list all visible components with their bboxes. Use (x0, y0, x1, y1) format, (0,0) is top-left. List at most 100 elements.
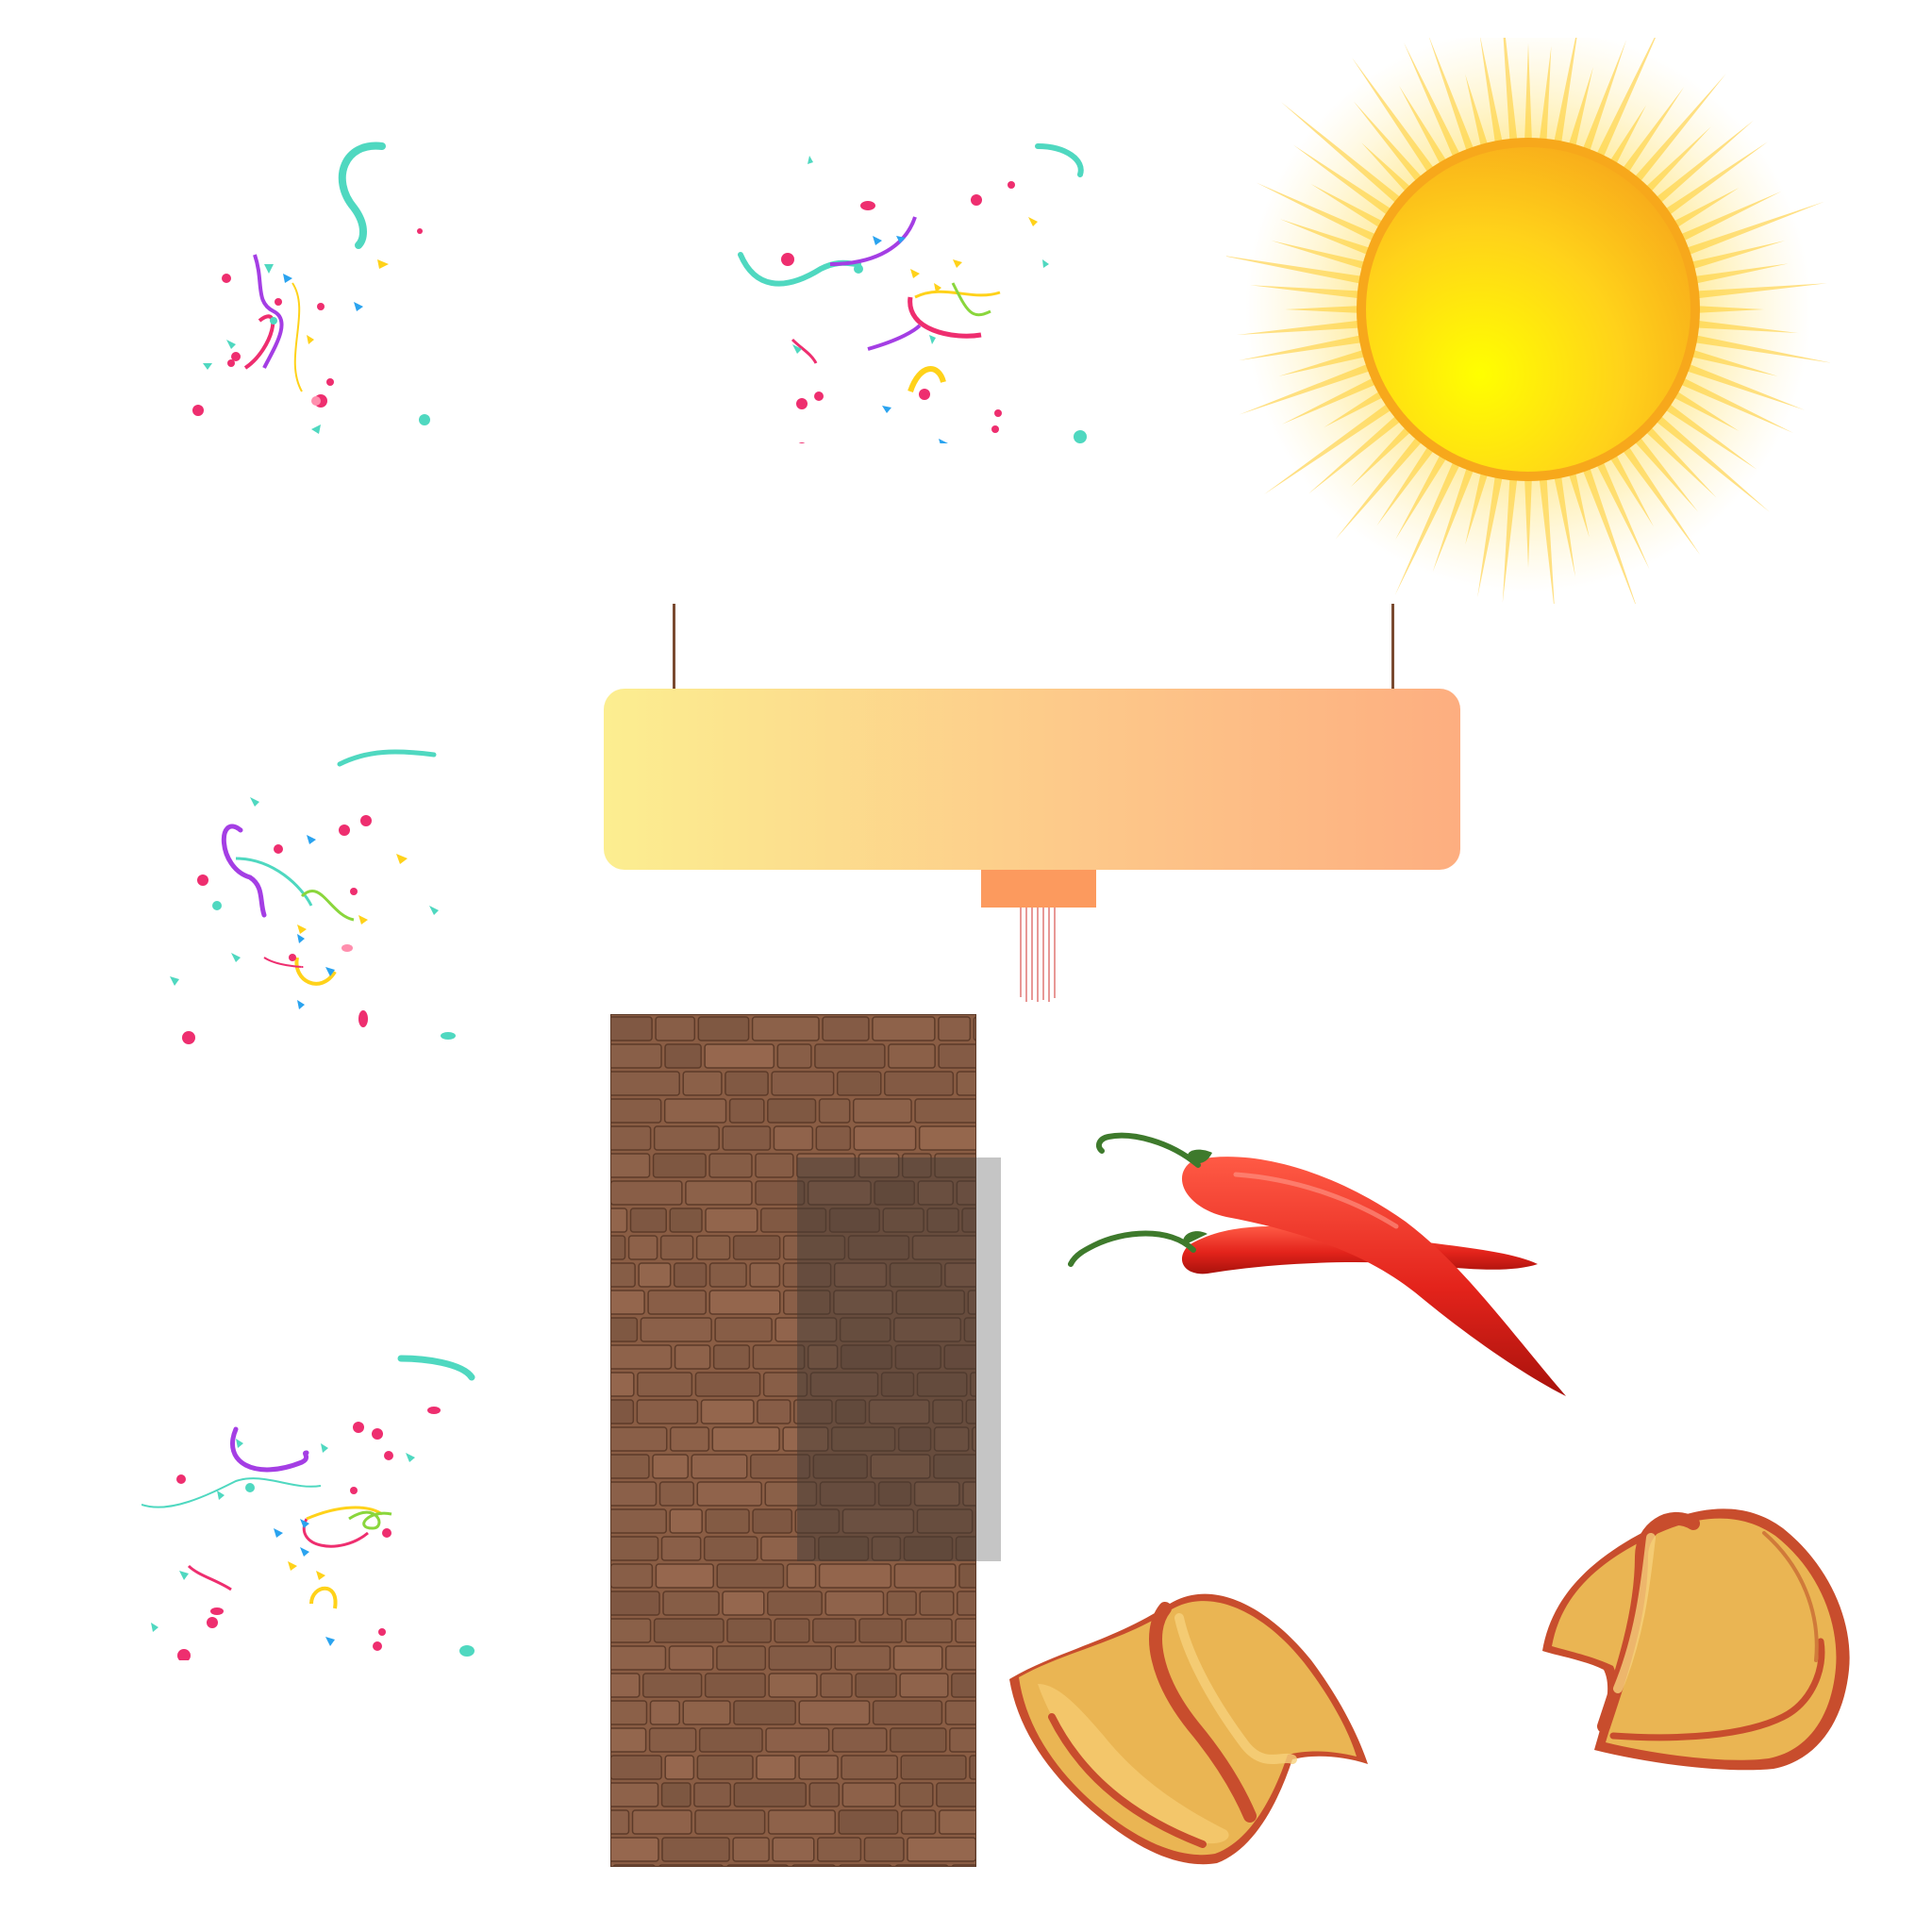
wall-stone (669, 1208, 703, 1233)
wall-stone (695, 1235, 731, 1260)
wall-stone (853, 1125, 917, 1151)
wall-stone (638, 1262, 672, 1288)
wall-stone (673, 1262, 708, 1288)
wall-stone (608, 1071, 680, 1096)
wall-stone (593, 1290, 645, 1315)
wall-stone (889, 1262, 942, 1288)
wall-stone (938, 1016, 972, 1041)
wall-stone (600, 1125, 652, 1151)
wall-stone (705, 1508, 750, 1534)
confetti-burst-3 (160, 736, 481, 1057)
wall-stone (841, 1755, 899, 1780)
wall-stone (897, 1426, 932, 1452)
wall-stone (591, 1782, 659, 1807)
wall-stone (759, 1208, 827, 1233)
wall-stone (830, 1426, 896, 1452)
wall-stone (932, 1399, 964, 1424)
wall-stone (660, 1782, 691, 1807)
wall-stone (894, 1344, 941, 1370)
wall-stone (755, 1153, 794, 1178)
sign-board (604, 689, 1460, 870)
wall-stone (698, 1727, 763, 1753)
wall-stone (649, 1700, 680, 1725)
wall-stone (751, 1016, 820, 1041)
wall-stone (658, 1481, 694, 1507)
wall-stone (918, 1125, 991, 1151)
wall-stone (892, 1645, 943, 1671)
wall-stone (764, 1481, 818, 1507)
wall-stone (905, 1618, 953, 1643)
wall-stone (893, 1563, 957, 1589)
wall-stone (588, 1208, 628, 1233)
wall-stone (694, 1809, 766, 1835)
wall-stone (658, 1864, 724, 1890)
wall-stone (774, 1317, 838, 1342)
wall-stone (812, 1454, 868, 1479)
wall-stone (877, 1481, 912, 1507)
wall-stone (652, 1153, 707, 1178)
wall-stone (871, 1536, 902, 1561)
wall-stone (809, 1372, 879, 1397)
wall-stone (926, 1208, 959, 1233)
wall-stone (606, 1098, 662, 1124)
wall-stone (868, 1399, 930, 1424)
wall-stone (858, 1618, 903, 1643)
wall-stone (609, 1755, 662, 1780)
wall-stone (732, 1837, 770, 1862)
wall-stone (773, 1125, 814, 1151)
wall-stone (828, 1208, 880, 1233)
wall-stone (712, 1344, 751, 1370)
wall-stone (636, 1399, 699, 1424)
wall-stone (840, 1344, 893, 1370)
wall-stone (890, 1727, 947, 1753)
wall-stone (762, 1372, 808, 1397)
wall-stone (774, 1618, 810, 1643)
wall-stone (608, 1536, 659, 1561)
wall-stone (674, 1344, 711, 1370)
wall-stone (653, 1125, 720, 1151)
wall-stone (711, 1426, 780, 1452)
wall-stone (822, 1016, 870, 1041)
wall-stone (834, 1645, 891, 1671)
wall-stone (938, 1043, 997, 1069)
sign-string-right (1391, 604, 1394, 689)
wall-stone (668, 1645, 714, 1671)
wall-stone (647, 1290, 708, 1315)
wall-stone (870, 1454, 931, 1479)
wall-stone (765, 1727, 830, 1753)
wall-stone (772, 1837, 815, 1862)
wall-stone (767, 1809, 837, 1835)
confetti-burst-1 (179, 123, 500, 443)
sun-sprite (1218, 0, 1832, 616)
wall-stone (814, 1043, 886, 1069)
wall-stone (951, 1864, 1016, 1890)
wall-stone (812, 1618, 857, 1643)
wall-stone (819, 1481, 876, 1507)
wall-stone (661, 1837, 730, 1862)
wall-stone (841, 1508, 915, 1534)
wall-stone (590, 1235, 626, 1260)
wall-stone (637, 1372, 693, 1397)
wall-stone (609, 1563, 654, 1589)
wall-stone (900, 1755, 967, 1780)
wall-stone (852, 1098, 912, 1124)
wall-stone (782, 1235, 846, 1260)
confetti-icon (170, 749, 456, 1044)
wall-stone (782, 1426, 829, 1452)
wall-stone (817, 1837, 862, 1862)
wall-stone (749, 1262, 781, 1288)
wall-stone (704, 1673, 766, 1698)
wall-stone (603, 1481, 658, 1507)
wall-stone (956, 1071, 1024, 1096)
wall-stone (839, 1317, 891, 1342)
wall-stone (895, 1290, 966, 1315)
wall-stone (831, 1727, 888, 1753)
wall-stone (655, 1016, 696, 1041)
wall-stone (919, 1591, 955, 1616)
wall-stone (642, 1673, 703, 1698)
wall-stone (598, 1700, 648, 1725)
wall-stone (858, 1153, 900, 1178)
wall-stone (604, 1454, 650, 1479)
wall-stone (796, 1153, 857, 1178)
wall-stone (768, 1645, 832, 1671)
